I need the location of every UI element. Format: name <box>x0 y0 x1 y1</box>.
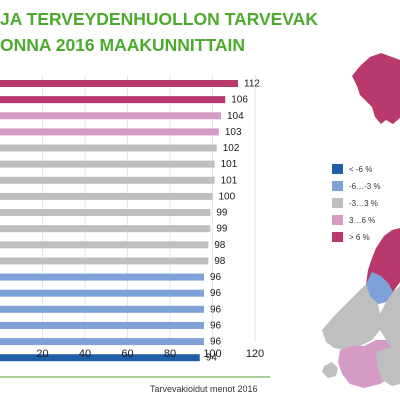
bar-value-label: 103 <box>225 127 242 138</box>
map-south-west-region <box>322 284 380 350</box>
bar-value-label: 96 <box>210 272 222 283</box>
bar <box>0 80 238 87</box>
bar <box>0 176 215 184</box>
map-western-region <box>366 272 393 304</box>
chart-title-line-1: JA TERVEYDENHUOLLON TARVEVAK <box>0 9 318 29</box>
legend-label: > 6 % <box>349 233 370 242</box>
bar <box>0 144 217 152</box>
chart-bars <box>0 80 238 362</box>
finland-region-map <box>322 53 400 388</box>
map-lapland-region <box>352 53 400 124</box>
bar-value-label: 101 <box>221 159 238 170</box>
map-east-region <box>380 286 400 348</box>
bar-value-label: 112 <box>244 79 260 90</box>
x-tick-label: 60 <box>121 348 133 360</box>
bar-value-label: 96 <box>210 304 222 315</box>
bar <box>0 112 221 120</box>
bar-value-label: 98 <box>214 256 226 267</box>
bar <box>0 289 204 297</box>
chart-x-axis-ticks: 20 40 60 80 100 120 <box>36 348 264 360</box>
bar-value-label: 104 <box>227 111 244 122</box>
map-aland-islands <box>322 362 338 378</box>
x-tick-label: 100 <box>203 348 221 360</box>
x-tick-label: 80 <box>164 348 176 360</box>
bar <box>0 338 204 346</box>
bar <box>0 305 204 313</box>
bar-value-label: 102 <box>223 143 240 154</box>
bar-value-label: 96 <box>210 337 222 348</box>
legend-swatch <box>332 198 343 208</box>
bar <box>0 128 219 136</box>
bar <box>0 192 213 200</box>
map-legend: < -6 % -6…-3 % -3…3 % 3…6 % > 6 % <box>332 164 381 242</box>
bar-value-label: 98 <box>214 240 226 251</box>
x-tick-label: 120 <box>246 348 264 360</box>
bar <box>0 225 211 233</box>
bar-value-label: 96 <box>210 288 222 299</box>
legend-swatch <box>332 232 343 242</box>
legend-label: -3…3 % <box>349 199 378 208</box>
bar <box>0 209 211 217</box>
chart-gridlines <box>42 75 256 342</box>
bar <box>0 241 209 249</box>
bar-value-label: 101 <box>221 175 238 186</box>
bar <box>0 160 215 168</box>
legend-swatch <box>332 181 343 191</box>
bar <box>0 96 226 104</box>
legend-label: < -6 % <box>349 165 372 174</box>
legend-label: -6…-3 % <box>349 182 381 191</box>
bar-value-label: 106 <box>231 95 248 106</box>
bar <box>0 257 209 265</box>
chart-value-labels: 112 106 104 103 102 101 101 100 99 99 98 98 96 96 96 96… <box>206 79 261 364</box>
bar-value-label: 99 <box>216 224 228 235</box>
legend-swatch <box>332 164 343 174</box>
x-tick-label: 40 <box>79 348 91 360</box>
bar-value-label: 94 <box>206 353 218 364</box>
bar-value-label: 100 <box>219 191 236 202</box>
map-southeast-region <box>376 345 400 386</box>
bar <box>0 321 204 329</box>
bar-value-label: 96 <box>210 320 222 331</box>
chart-title-line-2: ONNA 2016 MAAKUNNITTAIN <box>0 35 246 55</box>
bar-value-label: 99 <box>216 208 228 219</box>
legend-label: 3…6 % <box>349 216 375 225</box>
legend-swatch <box>332 215 343 225</box>
x-axis-title: Tarvevakioidut menot 2016 <box>150 384 258 394</box>
x-tick-label: 20 <box>36 348 48 360</box>
bar <box>0 273 204 281</box>
bar <box>0 354 200 362</box>
